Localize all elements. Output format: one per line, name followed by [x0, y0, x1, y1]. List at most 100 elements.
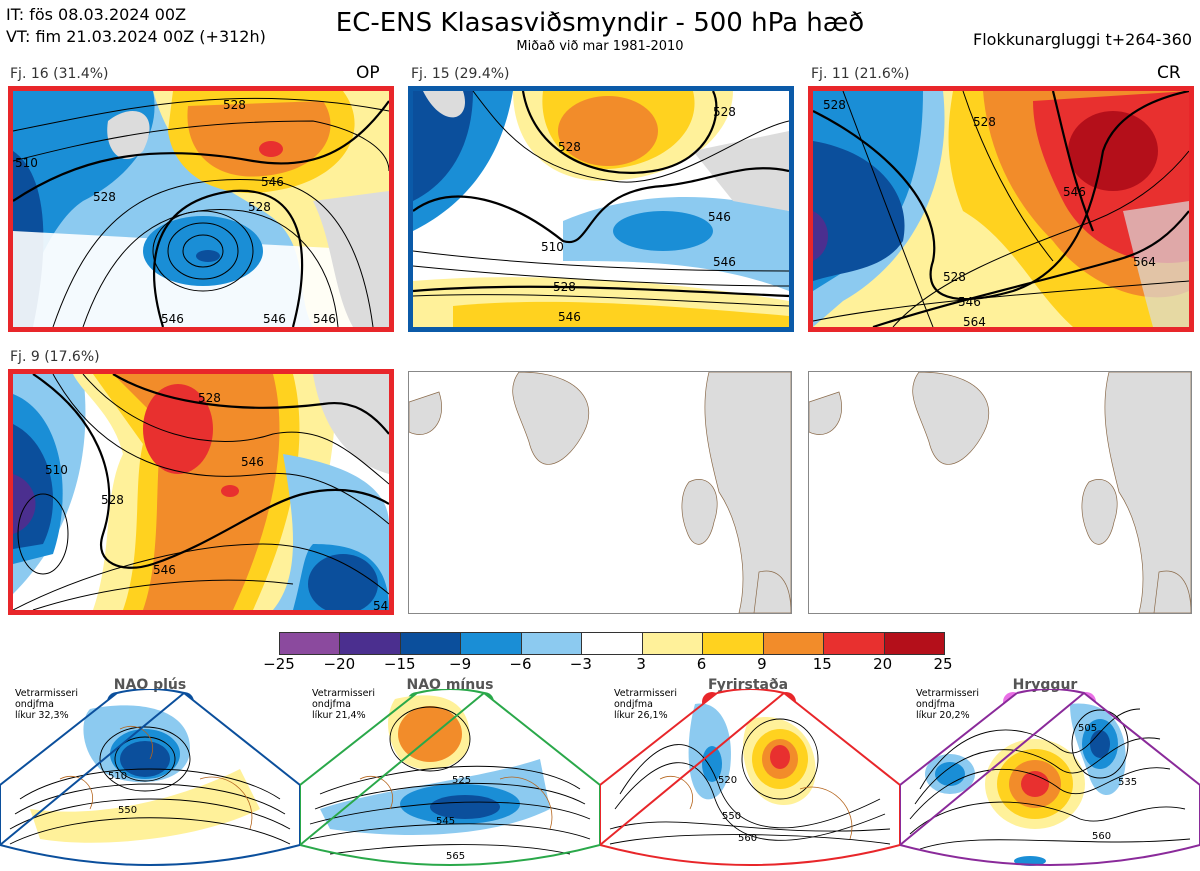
- contour-label: 546: [1063, 185, 1086, 199]
- contour-label: 546: [261, 175, 284, 189]
- contour-label: 546: [373, 599, 389, 610]
- contour-label: 528: [943, 270, 966, 284]
- panel-1-tag: OP: [356, 63, 380, 83]
- colorbar-tick-label: 15: [812, 655, 832, 673]
- regime-3-title: Fyrirstaða: [707, 677, 789, 693]
- contour-label: 528: [553, 280, 576, 294]
- regime-1-map[interactable]: 510 550: [0, 689, 300, 871]
- colorbar-tick-label: −25: [263, 655, 295, 673]
- contour-label: 560: [1092, 831, 1111, 842]
- regime-4-map[interactable]: 505 535 560: [900, 689, 1200, 871]
- contour-label: 546: [713, 255, 736, 269]
- regime-1-line3: líkur 32,3%: [15, 710, 69, 721]
- colorbar-swatch: [399, 633, 461, 654]
- map-panel-empty-1[interactable]: [408, 371, 792, 614]
- contour-label: 546: [313, 312, 336, 326]
- contour-label: 528: [558, 140, 581, 154]
- colorbar-swatch: [339, 633, 400, 654]
- contour-label: 528: [93, 190, 116, 204]
- colorbar-swatch: [762, 633, 824, 654]
- contour-label: 550: [722, 811, 741, 822]
- map-panel-4[interactable]: 528 546 510 528 546 546: [8, 369, 394, 615]
- map-panel-empty-2[interactable]: [808, 371, 1192, 614]
- contour-label: 505: [1078, 723, 1097, 734]
- contour-label: 546: [708, 210, 731, 224]
- regime-2-info: Vetrarmisseri ondjfma líkur 21,4%: [312, 688, 375, 721]
- regime-2-line3: líkur 21,4%: [312, 710, 366, 721]
- colorbar-swatch: [280, 633, 340, 654]
- colorbar-tick-label: −9: [449, 655, 472, 673]
- regime-3-line3: líkur 26,1%: [614, 710, 668, 721]
- regime-2-title: NAO mínus: [406, 677, 494, 693]
- regime-1-info: Vetrarmisseri ondjfma líkur 32,3%: [15, 688, 78, 721]
- landmass-shape: [409, 372, 791, 613]
- regime-2-map[interactable]: 525 545 565: [300, 689, 600, 871]
- regime-row: Vetrarmisseri ondjfma líkur 32,3% NAO pl…: [0, 675, 1200, 871]
- contour-label: 564: [1133, 255, 1156, 269]
- window-label: Flokkunargluggi t+264-360: [973, 30, 1192, 49]
- contour-label: 528: [198, 391, 221, 405]
- valid-time: VT: fim 21.03.2024 00Z (+312h): [6, 27, 266, 46]
- panel-3-label: Fj. 11 (21.6%): [811, 66, 910, 82]
- colorbar-swatch: [520, 633, 582, 654]
- colorbar-tick-label: 6: [696, 655, 707, 673]
- colorbar-labels: −25 −20 −15 −9 −6 −3 3 6 9 15 20 25: [258, 655, 964, 675]
- map-panel-1[interactable]: 528 528 528 546 546 546 546 510: [8, 86, 394, 332]
- contour-label: 546: [958, 295, 981, 309]
- regime-3-info: Vetrarmisseri ondjfma líkur 26,1%: [614, 688, 677, 721]
- colorbar-tick-label: 9: [757, 655, 767, 673]
- contour-label: 550: [118, 805, 137, 816]
- colorbar-swatch: [460, 633, 521, 654]
- contour-label: 546: [241, 455, 264, 469]
- contour-label: 510: [108, 771, 127, 782]
- landmass-shape: [809, 372, 1191, 613]
- regime-4-line2: ondjfma: [916, 699, 955, 710]
- colorbar-tick-label: −15: [383, 655, 416, 673]
- contour-label: 564: [963, 315, 986, 327]
- regime-2-line2: ondjfma: [312, 699, 351, 710]
- colorbar-swatch: [581, 633, 642, 654]
- contour-label: 546: [153, 563, 176, 577]
- regime-1-line1: Vetrarmisseri: [15, 688, 78, 699]
- header-times: IT: fös 08.03.2024 00Z VT: fim 21.03.202…: [6, 4, 266, 48]
- colorbar-swatch: [641, 633, 703, 654]
- regime-1-line2: ondjfma: [15, 699, 54, 710]
- regime-3-line1: Vetrarmisseri: [614, 688, 677, 699]
- regime-4-line1: Vetrarmisseri: [916, 688, 979, 699]
- colorbar-tick-label: −3: [569, 655, 592, 673]
- contour-label: 546: [558, 310, 581, 324]
- contour-label: 528: [101, 493, 124, 507]
- regime-4-line3: líkur 20,2%: [916, 710, 970, 721]
- page-subtitle: Miðað við mar 1981-2010: [516, 39, 684, 54]
- colorbar-swatch: [702, 633, 763, 654]
- regime-3-line2: ondjfma: [614, 699, 653, 710]
- issue-time: IT: fös 08.03.2024 00Z: [6, 5, 187, 24]
- regime-2-line1: Vetrarmisseri: [312, 688, 375, 699]
- page-title: EC-ENS Klasasviðsmyndir - 500 hPa hæð: [335, 8, 865, 38]
- contour-label: 528: [223, 98, 246, 112]
- colorbar-tick-label: −6: [509, 655, 532, 673]
- contour-label: 528: [823, 98, 846, 112]
- map-panel-3[interactable]: 528 528 546 564 528 546 564: [808, 86, 1194, 332]
- contour-label: 545: [436, 816, 455, 827]
- regime-3-map[interactable]: 520 550 560: [600, 689, 900, 871]
- contour-label: 535: [1118, 777, 1137, 788]
- panel-4-label: Fj. 9 (17.6%): [10, 349, 100, 365]
- contour-label: 528: [248, 200, 271, 214]
- contour-label: 546: [161, 312, 184, 326]
- contour-label: 560: [738, 833, 757, 844]
- contour-label: 510: [45, 463, 68, 477]
- panel-2-label: Fj. 15 (29.4%): [411, 66, 510, 82]
- contour-label: 525: [452, 775, 471, 786]
- colorbar-swatch: [823, 633, 884, 654]
- panel-1-label: Fj. 16 (31.4%): [10, 66, 109, 82]
- colorbar: [279, 632, 945, 655]
- contour-label: 520: [718, 775, 737, 786]
- colorbar-tick-label: 3: [636, 655, 646, 673]
- map-panel-2[interactable]: 528 528 510 528 546 546 546: [408, 86, 794, 332]
- panel-3-tag: CR: [1157, 63, 1181, 83]
- contour-label: 528: [973, 115, 996, 129]
- colorbar-tick-label: 20: [873, 655, 893, 673]
- contour-label: 510: [15, 156, 38, 170]
- regime-1-title: NAO plús: [113, 677, 187, 693]
